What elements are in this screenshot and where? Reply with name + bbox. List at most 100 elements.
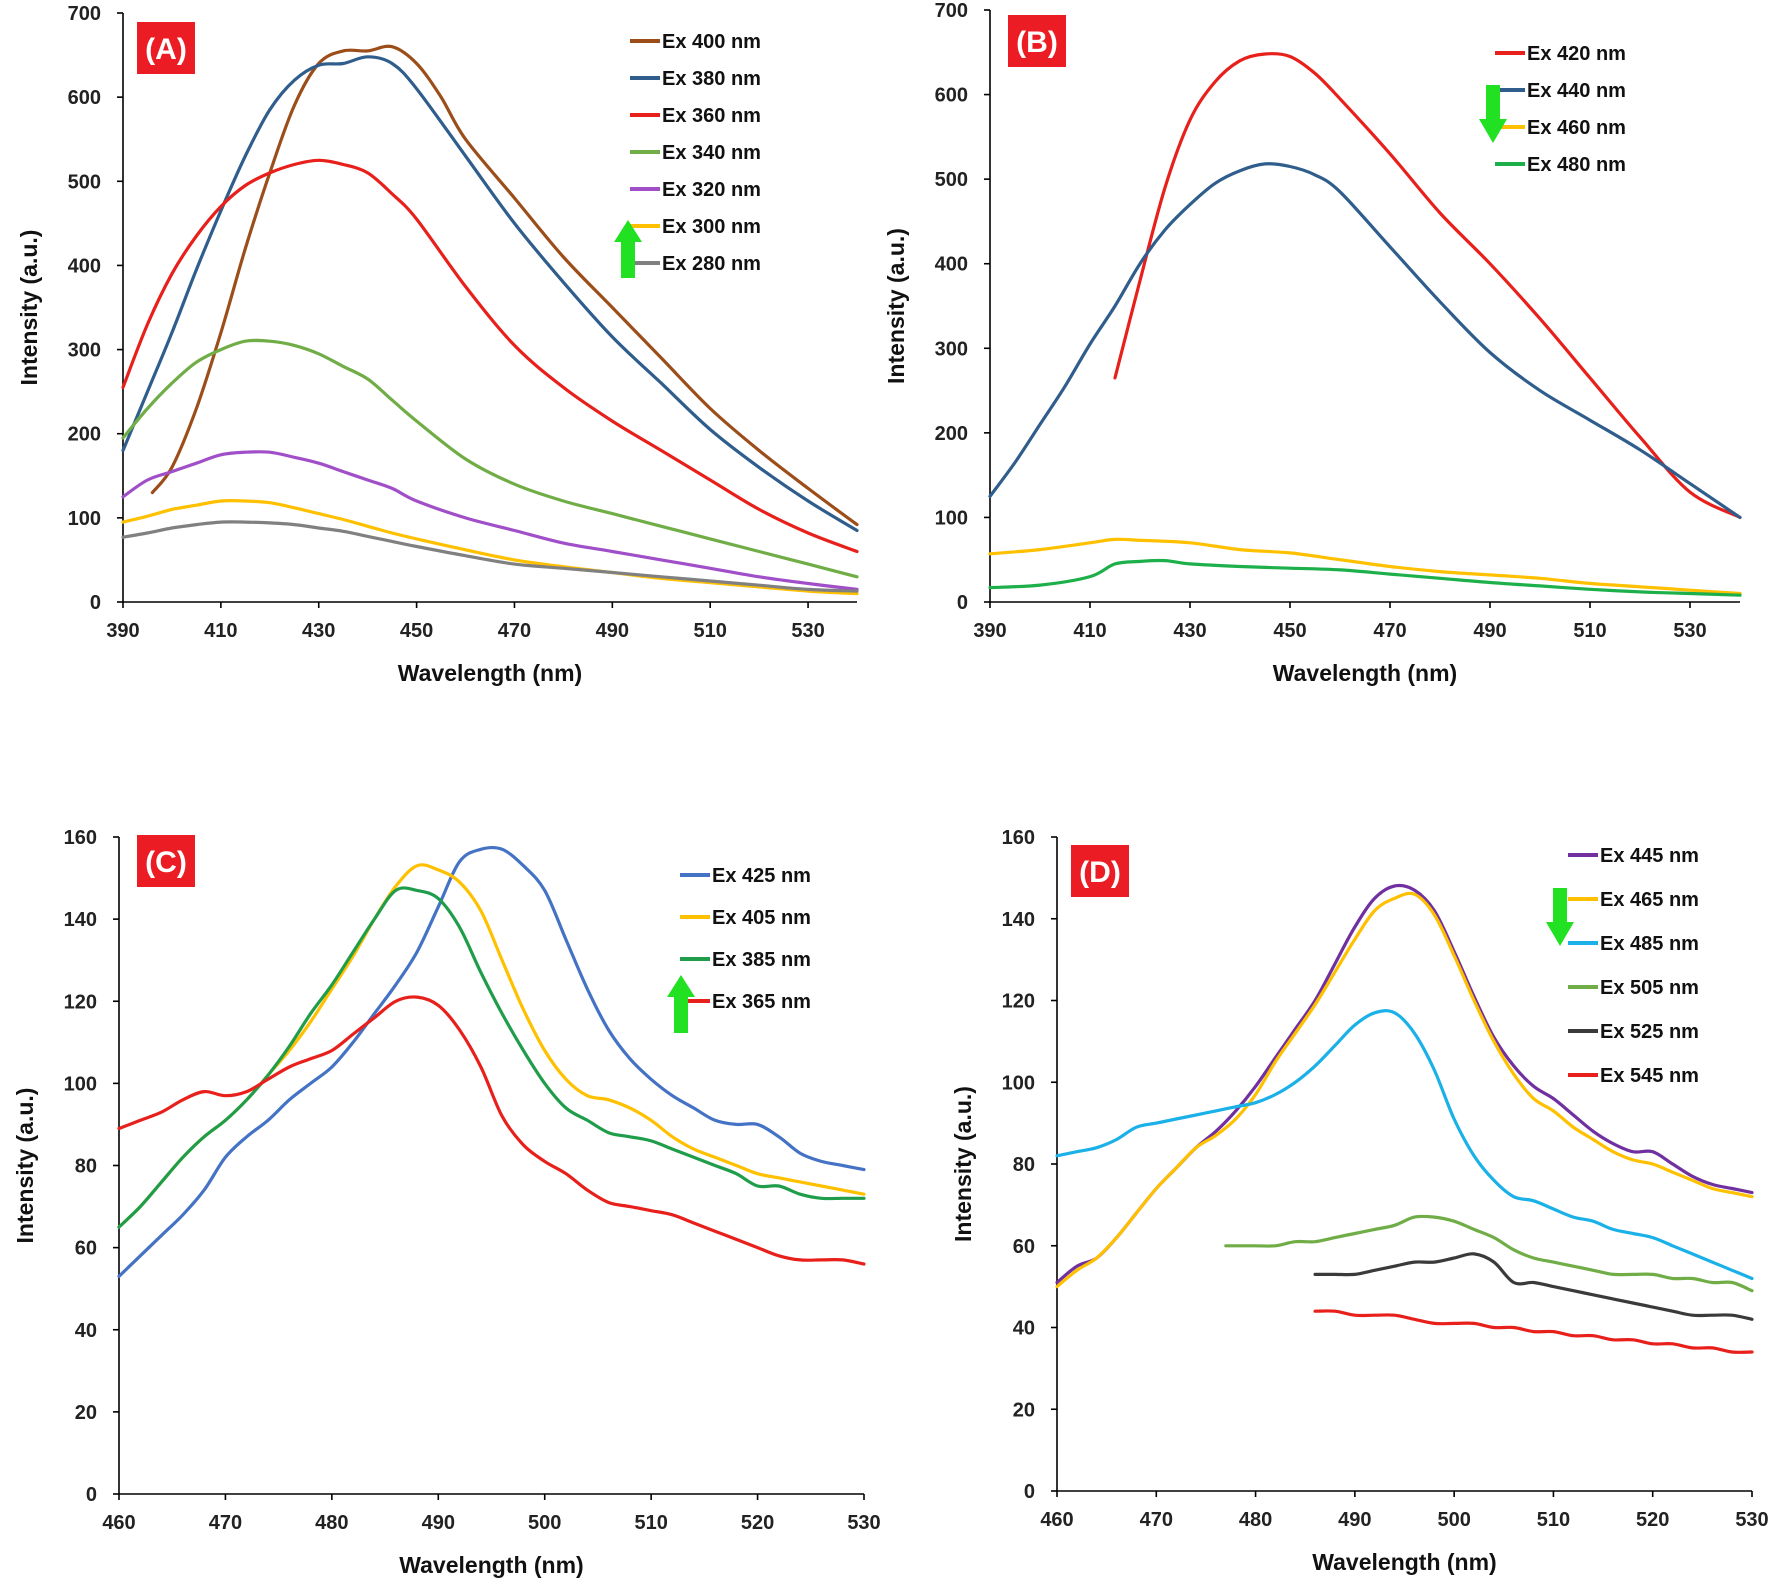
y-tick-label: 200 xyxy=(68,424,101,446)
x-tick-label: 530 xyxy=(1735,1509,1768,1531)
y-tick-label: 140 xyxy=(1002,909,1035,931)
y-axis-title: Intensity (a.u.) xyxy=(950,1086,976,1242)
series-line-ex-420-nm xyxy=(1113,52,1742,519)
legend-label: Ex 405 nm xyxy=(712,907,811,929)
trend-arrow-down-icon xyxy=(1479,85,1507,143)
x-tick-label: 410 xyxy=(204,620,237,642)
series-line-ex-385-nm xyxy=(117,886,866,1229)
y-axis-title: Intensity (a.u.) xyxy=(16,230,42,386)
y-tick-label: 20 xyxy=(75,1402,97,1424)
series-line-ex-545-nm xyxy=(1313,1309,1754,1354)
x-tick-label: 530 xyxy=(1673,620,1706,642)
panel-badge xyxy=(137,835,195,887)
legend-label: Ex 385 nm xyxy=(712,949,811,971)
y-tick-label: 0 xyxy=(90,592,101,614)
legend-label: Ex 525 nm xyxy=(1600,1021,1699,1043)
y-tick-label: 80 xyxy=(1013,1154,1035,1176)
series-line-ex-425-nm xyxy=(117,845,866,1278)
legend-label: Ex 485 nm xyxy=(1600,933,1699,955)
x-tick-label: 450 xyxy=(400,620,433,642)
y-tick-label: 80 xyxy=(75,1156,97,1178)
y-tick-label: 40 xyxy=(1013,1318,1035,1340)
series-line-ex-525-nm xyxy=(1313,1252,1754,1321)
legend-label: Ex 360 nm xyxy=(662,105,761,127)
x-tick-label: 390 xyxy=(106,620,139,642)
y-tick-label: 100 xyxy=(64,1073,97,1095)
series-line-ex-340-nm xyxy=(121,338,859,579)
series-line-ex-320-nm xyxy=(121,450,859,591)
y-tick-label: 0 xyxy=(957,592,968,614)
y-tick-label: 600 xyxy=(935,85,968,107)
x-tick-label: 430 xyxy=(1173,620,1206,642)
series-line-ex-280-nm xyxy=(121,520,859,593)
x-tick-label: 520 xyxy=(741,1512,774,1534)
legend-label: Ex 505 nm xyxy=(1600,977,1699,999)
y-tick-label: 120 xyxy=(64,991,97,1013)
x-tick-label: 510 xyxy=(1573,620,1606,642)
x-tick-label: 480 xyxy=(315,1512,348,1534)
y-tick-label: 60 xyxy=(75,1238,97,1260)
series-line-ex-380-nm xyxy=(121,55,859,533)
legend-label: Ex 480 nm xyxy=(1527,154,1626,176)
x-tick-label: 530 xyxy=(791,620,824,642)
series-line-ex-300-nm xyxy=(121,499,859,596)
series-line-ex-400-nm xyxy=(150,44,859,527)
y-tick-label: 400 xyxy=(935,254,968,276)
panel-badge xyxy=(1008,15,1066,67)
y-tick-label: 100 xyxy=(935,507,968,529)
x-tick-label: 530 xyxy=(847,1512,880,1534)
series-line-ex-460-nm xyxy=(988,537,1742,596)
x-axis-title: Wavelength (nm) xyxy=(398,660,582,686)
x-tick-label: 460 xyxy=(102,1512,135,1534)
panel-label: (C) xyxy=(145,846,187,879)
legend-label: Ex 445 nm xyxy=(1600,845,1699,867)
x-tick-label: 410 xyxy=(1073,620,1106,642)
x-tick-label: 470 xyxy=(498,620,531,642)
legend-label: Ex 300 nm xyxy=(662,216,761,238)
y-axis-title: Intensity (a.u.) xyxy=(12,1088,38,1244)
y-tick-label: 500 xyxy=(68,171,101,193)
x-tick-label: 470 xyxy=(1373,620,1406,642)
x-tick-label: 450 xyxy=(1273,620,1306,642)
legend-label: Ex 400 nm xyxy=(662,31,761,53)
x-tick-label: 510 xyxy=(1537,1509,1570,1531)
y-tick-label: 100 xyxy=(1002,1072,1035,1094)
x-tick-label: 430 xyxy=(302,620,335,642)
y-tick-label: 160 xyxy=(64,827,97,849)
series-line-ex-485-nm xyxy=(1055,1009,1754,1281)
y-tick-label: 200 xyxy=(935,423,968,445)
y-tick-label: 400 xyxy=(68,255,101,277)
y-tick-label: 100 xyxy=(68,508,101,530)
legend-label: Ex 320 nm xyxy=(662,179,761,201)
legend-label: Ex 545 nm xyxy=(1600,1065,1699,1087)
legend-label: Ex 460 nm xyxy=(1527,117,1626,139)
series-line-ex-465-nm xyxy=(1055,891,1754,1289)
x-tick-label: 470 xyxy=(1140,1509,1173,1531)
x-tick-label: 460 xyxy=(1040,1509,1073,1531)
panel-label: (A) xyxy=(145,33,187,66)
panel-badge xyxy=(137,22,195,74)
x-axis-title: Wavelength (nm) xyxy=(1273,660,1457,686)
legend-label: Ex 380 nm xyxy=(662,68,761,90)
x-tick-label: 520 xyxy=(1636,1509,1669,1531)
series-line-ex-505-nm xyxy=(1224,1214,1754,1293)
y-tick-label: 20 xyxy=(1013,1399,1035,1421)
y-tick-label: 0 xyxy=(1024,1481,1035,1503)
x-tick-label: 510 xyxy=(694,620,727,642)
y-tick-label: 500 xyxy=(935,169,968,191)
y-tick-label: 160 xyxy=(1002,827,1035,849)
legend-label: Ex 420 nm xyxy=(1527,43,1626,65)
x-tick-label: 490 xyxy=(1338,1509,1371,1531)
series-line-ex-365-nm xyxy=(117,995,866,1266)
y-tick-label: 120 xyxy=(1002,991,1035,1013)
y-tick-label: 300 xyxy=(935,338,968,360)
y-tick-label: 0 xyxy=(86,1484,97,1506)
x-tick-label: 490 xyxy=(1473,620,1506,642)
panel-a: 0 100 200 300 400 500 600 700 390 410 430 450 470 490… xyxy=(16,3,859,686)
x-tick-label: 470 xyxy=(209,1512,242,1534)
legend-label: Ex 465 nm xyxy=(1600,889,1699,911)
series-line-ex-440-nm xyxy=(988,162,1742,519)
x-tick-label: 490 xyxy=(596,620,629,642)
panel-d: 0 20 40 60 80 100 120 140 160 460 470 480 490 500 510 5… xyxy=(950,827,1769,1575)
